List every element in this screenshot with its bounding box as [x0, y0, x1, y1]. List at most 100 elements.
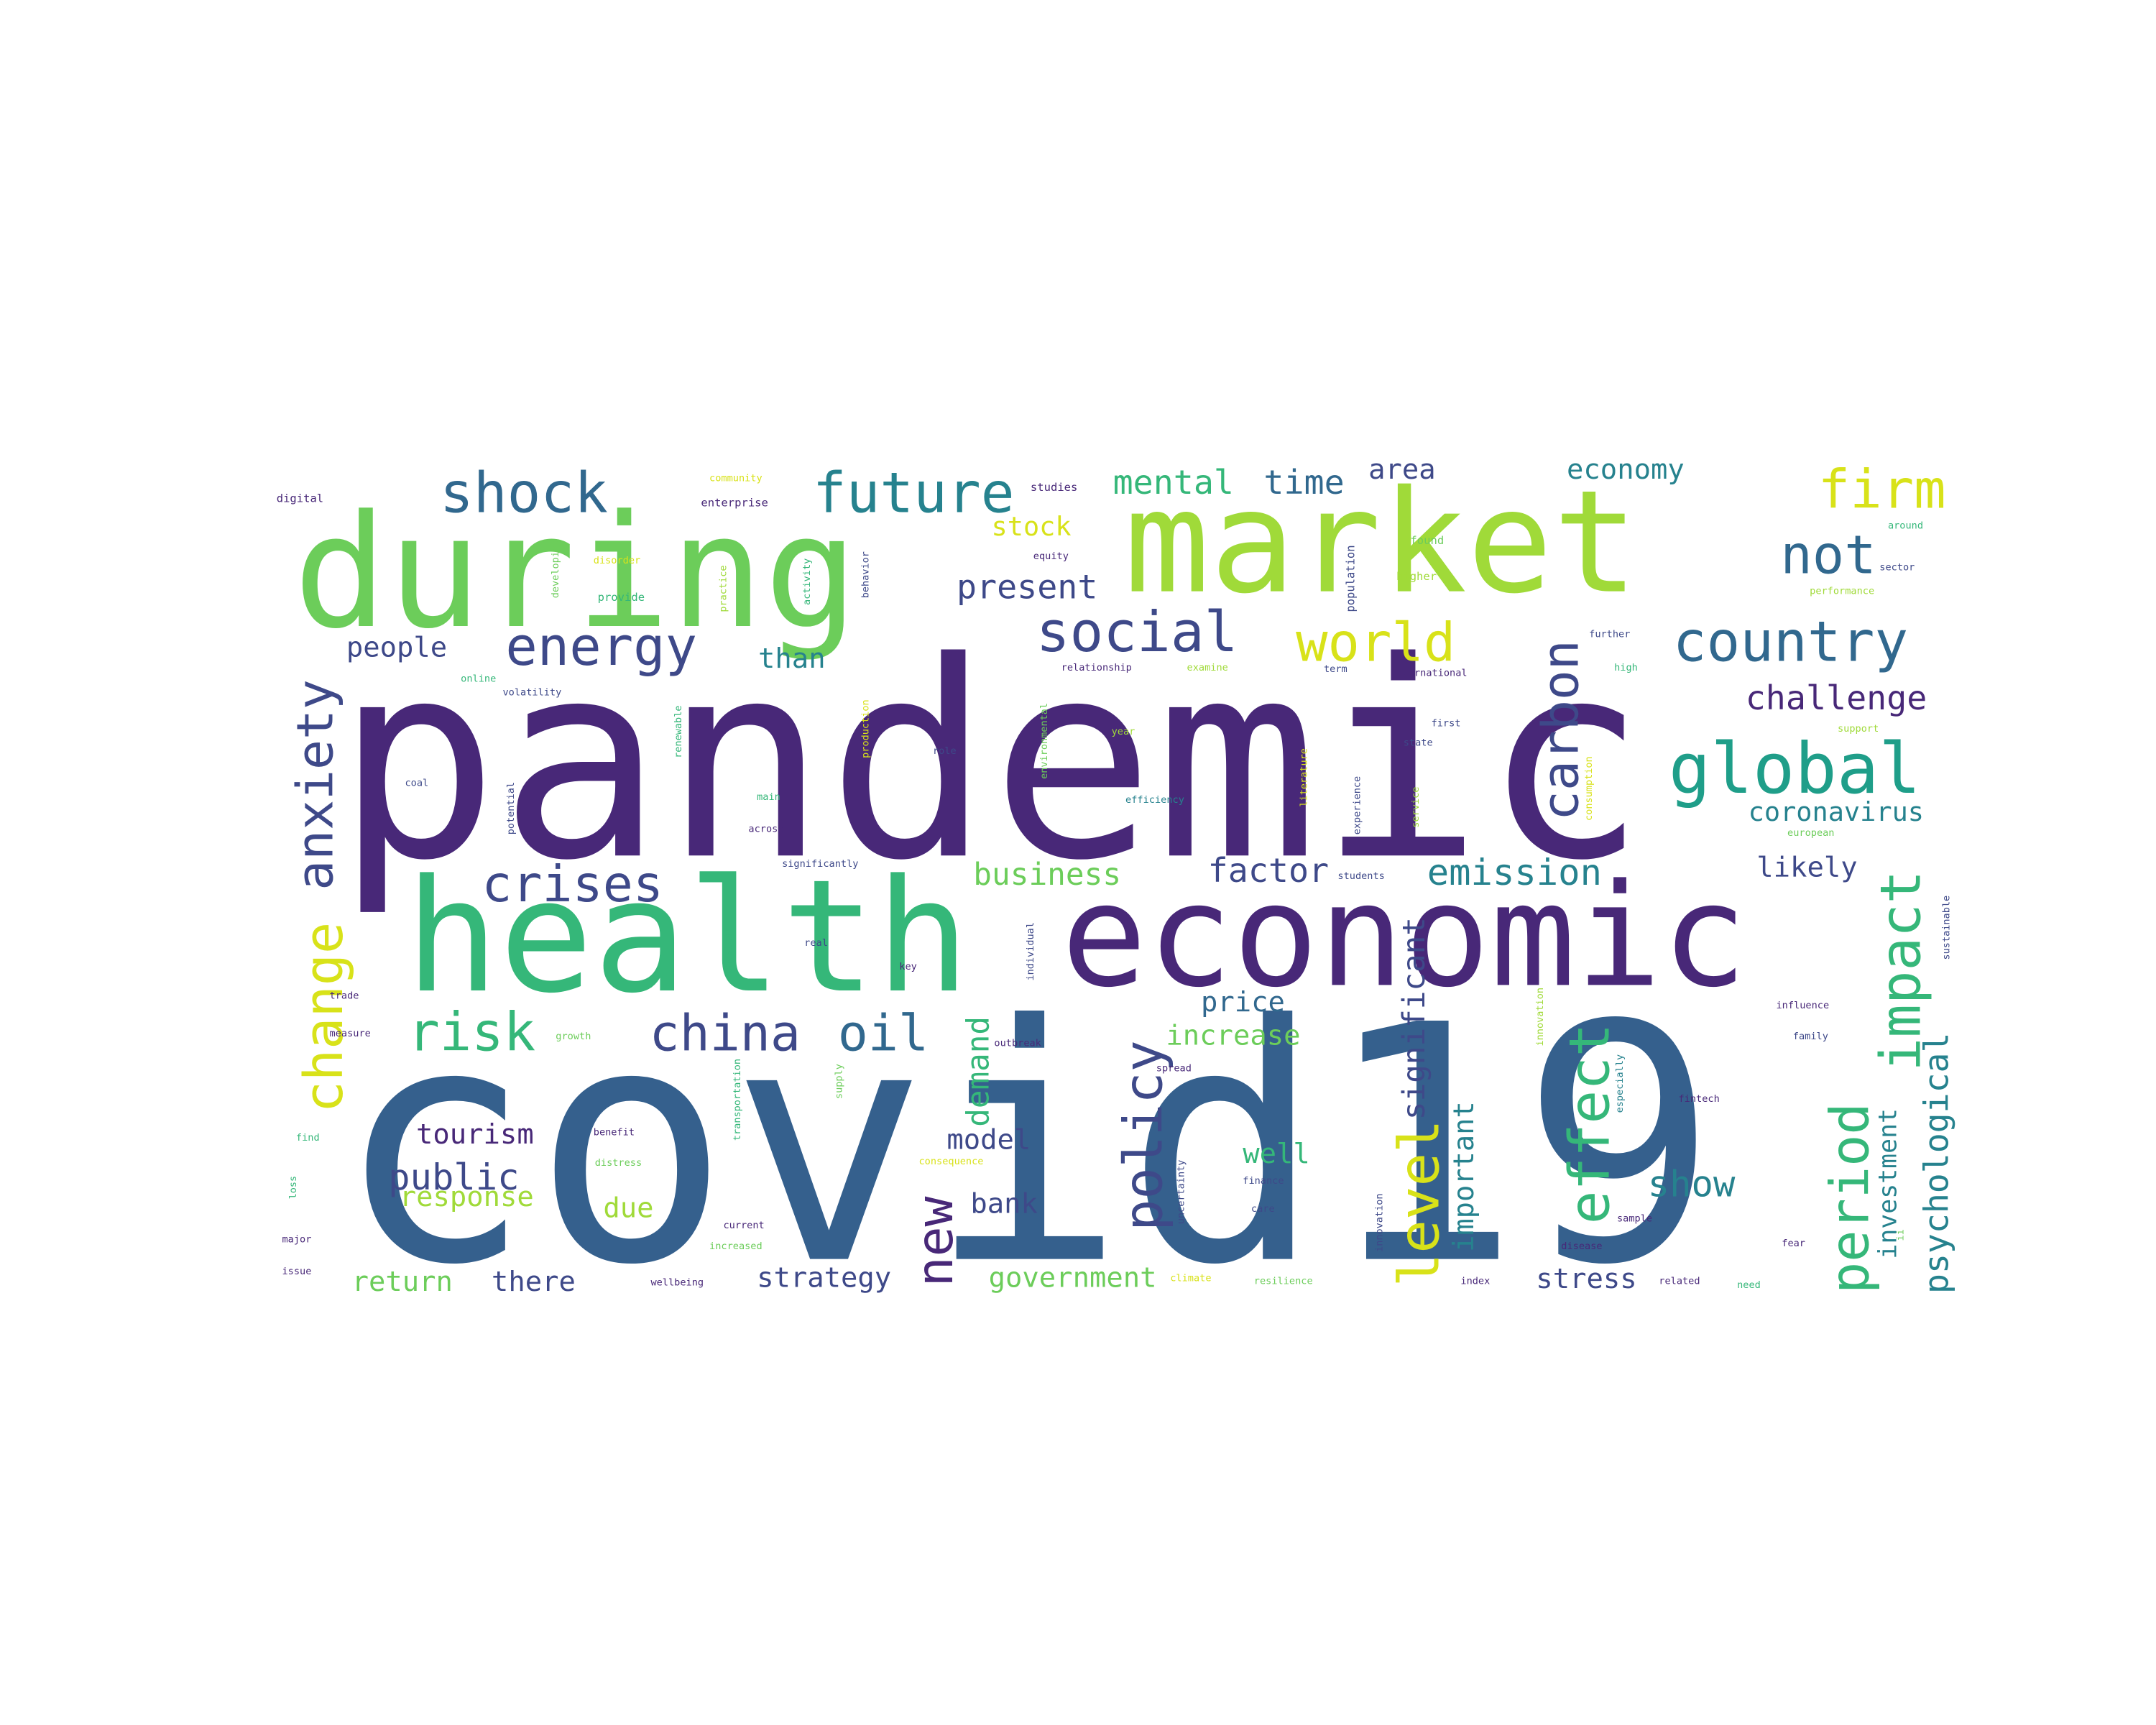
cloud-word: volatility: [502, 687, 561, 699]
cloud-word: future: [813, 461, 1015, 525]
cloud-word: risk: [407, 1002, 535, 1063]
cloud-word: transportation: [732, 1059, 743, 1141]
cloud-word: firm: [1818, 460, 1946, 521]
cloud-word: country: [1673, 610, 1908, 674]
cloud-word: tourism: [416, 1118, 534, 1151]
cloud-word: investment: [1874, 1108, 1903, 1259]
cloud-word: sample: [1617, 1213, 1652, 1224]
cloud-word: higher: [1396, 570, 1437, 583]
cloud-word: issue: [282, 1266, 311, 1277]
cloud-word: coal: [405, 778, 428, 789]
cloud-word: significantly: [782, 858, 858, 870]
cloud-word: fintech: [1678, 1093, 1719, 1105]
cloud-word: find: [296, 1132, 320, 1144]
cloud-word: enterprise: [701, 497, 768, 510]
cloud-word: shock: [440, 461, 608, 525]
cloud-word: innovation: [1374, 1193, 1386, 1251]
cloud-word: policy: [1113, 1040, 1174, 1231]
cloud-word: potential: [505, 782, 517, 834]
cloud-word: emission: [1427, 851, 1602, 893]
cloud-word: around: [1888, 520, 1923, 532]
cloud-word: energy: [505, 617, 697, 678]
cloud-word: there: [492, 1266, 576, 1298]
cloud-word: equity: [1033, 551, 1069, 562]
cloud-word: uncertainty: [1176, 1160, 1187, 1225]
cloud-word: measure: [330, 1028, 371, 1039]
word-cloud-words: pandemic covid19 economic health during …: [277, 454, 1956, 1337]
cloud-word: international: [1391, 668, 1467, 679]
cloud-word: family: [1793, 1031, 1828, 1042]
cloud-word: role: [933, 745, 957, 757]
cloud-word: consequence: [918, 1156, 983, 1167]
cloud-word: relationship: [1061, 662, 1132, 673]
cloud-word: influence: [1777, 1000, 1830, 1011]
cloud-word: related: [1659, 1275, 1700, 1287]
cloud-word: found: [1410, 534, 1444, 547]
cloud-word: response: [400, 1181, 534, 1213]
cloud-word: students: [1337, 870, 1384, 882]
cloud-word: physical: [723, 927, 734, 974]
cloud-word: government: [989, 1261, 1157, 1294]
cloud-word: model: [946, 1124, 1031, 1156]
cloud-word: benefit: [594, 1126, 635, 1138]
cloud-word: individual: [1025, 922, 1036, 980]
cloud-word: than: [758, 643, 826, 675]
cloud-word: china: [649, 1004, 801, 1062]
cloud-word: carbon: [1531, 640, 1590, 821]
cloud-word: further: [1589, 628, 1630, 640]
cloud-word: bank: [970, 1188, 1038, 1220]
cloud-word: current: [723, 1220, 764, 1231]
cloud-word: growth: [556, 1031, 591, 1042]
cloud-word: resilience: [1254, 1275, 1313, 1287]
cloud-word: care: [1251, 1203, 1275, 1215]
cloud-word: pandemic: [335, 604, 1646, 920]
cloud-word: state: [1404, 737, 1433, 748]
cloud-word: year: [1112, 726, 1135, 737]
cloud-word: sector: [1879, 562, 1915, 574]
cloud-word: crises: [482, 855, 663, 914]
cloud-word: finance: [1243, 1175, 1284, 1187]
cloud-word: behavior: [860, 551, 872, 598]
cloud-word: impact: [1869, 870, 1933, 1072]
cloud-word: real: [804, 937, 828, 949]
cloud-word: service: [1410, 787, 1422, 828]
cloud-word: key: [899, 961, 917, 972]
cloud-word: main: [757, 791, 780, 803]
cloud-word: period: [1820, 1103, 1881, 1294]
cloud-word: show: [1648, 1163, 1736, 1205]
cloud-word: likely: [1756, 851, 1857, 883]
cloud-word: price: [1201, 986, 1285, 1018]
cloud-word: experience: [1351, 776, 1363, 834]
cloud-word: especially: [1614, 1054, 1626, 1113]
cloud-word: not: [1780, 525, 1876, 586]
cloud-word: spread: [1156, 1062, 1192, 1074]
cloud-word: climate: [1170, 1273, 1211, 1284]
cloud-word: change: [294, 922, 355, 1113]
cloud-word: psychological: [1917, 1033, 1955, 1294]
cloud-word: anxiety: [286, 679, 344, 891]
cloud-word: performance: [1810, 585, 1874, 597]
cloud-word: significant: [1396, 917, 1432, 1120]
cloud-word: need: [1737, 1279, 1761, 1291]
cloud-word: demand: [961, 1016, 997, 1127]
cloud-word: high: [1614, 662, 1638, 673]
cloud-word: major: [282, 1233, 311, 1245]
cloud-word: environmental: [1038, 703, 1050, 779]
cloud-word: activity: [801, 558, 813, 605]
cloud-word: factor: [1208, 851, 1329, 890]
cloud-word: level: [1387, 1119, 1452, 1287]
cloud-word: practice: [717, 565, 729, 612]
cloud-word: index: [1460, 1275, 1490, 1287]
cloud-word: population: [1345, 545, 1358, 612]
cloud-word: covid19: [335, 956, 1718, 1336]
cloud-word: due: [603, 1192, 653, 1225]
cloud-word: increase: [1166, 1020, 1300, 1052]
cloud-word: developing: [550, 540, 561, 598]
cloud-word: supply: [834, 1064, 845, 1099]
cloud-word: disorder: [594, 555, 640, 566]
cloud-word: area: [1368, 454, 1436, 486]
cloud-word: european: [1787, 827, 1834, 839]
cloud-word: people: [346, 632, 447, 664]
cloud-word: time: [1263, 463, 1344, 502]
